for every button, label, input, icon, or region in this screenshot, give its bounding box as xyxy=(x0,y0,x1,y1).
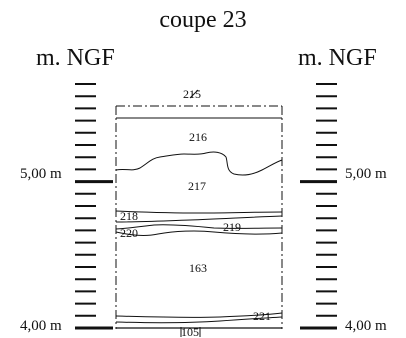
section-frame xyxy=(115,105,283,329)
scale-label-4m-left: 4,00 m xyxy=(20,318,62,334)
boundary-216-217 xyxy=(115,151,283,176)
unit-label-220: 220 xyxy=(120,226,138,240)
boundary-221-base xyxy=(115,316,283,324)
boundary-218-219 xyxy=(115,215,283,223)
section-title: coupe 23 xyxy=(159,7,247,33)
boundary-217-218 xyxy=(115,210,283,214)
unit-label-216: 216 xyxy=(189,130,207,144)
unit-105-marks xyxy=(180,327,201,337)
scale-label-5m-right: 5,00 m xyxy=(345,166,387,182)
unit-label-105: 105 xyxy=(181,325,199,338)
unit-labels: 215 216 217 218 219 220 163 221 105 xyxy=(120,87,271,338)
elevation-scale-right xyxy=(300,83,337,330)
boundary-219-220 xyxy=(115,224,283,230)
scale-label-4m-right: 4,00 m xyxy=(345,318,387,334)
elevation-scale-left xyxy=(75,83,113,330)
boundary-163-221 xyxy=(115,312,283,318)
scale-label-5m-left: 5,00 m xyxy=(20,166,62,182)
unit-label-217: 217 xyxy=(188,179,206,193)
layer-boundaries xyxy=(115,89,283,324)
unit-label-218: 218 xyxy=(120,209,138,223)
unit-label-215: 215 xyxy=(183,87,201,101)
elevation-unit-left: m. NGF xyxy=(36,45,115,71)
elevation-unit-right: m. NGF xyxy=(298,45,377,71)
unit-label-219: 219 xyxy=(223,220,241,234)
unit-label-163: 163 xyxy=(189,261,207,275)
slash-215 xyxy=(189,89,199,99)
boundary-220-163 xyxy=(115,230,283,236)
unit-label-221: 221 xyxy=(253,309,271,323)
